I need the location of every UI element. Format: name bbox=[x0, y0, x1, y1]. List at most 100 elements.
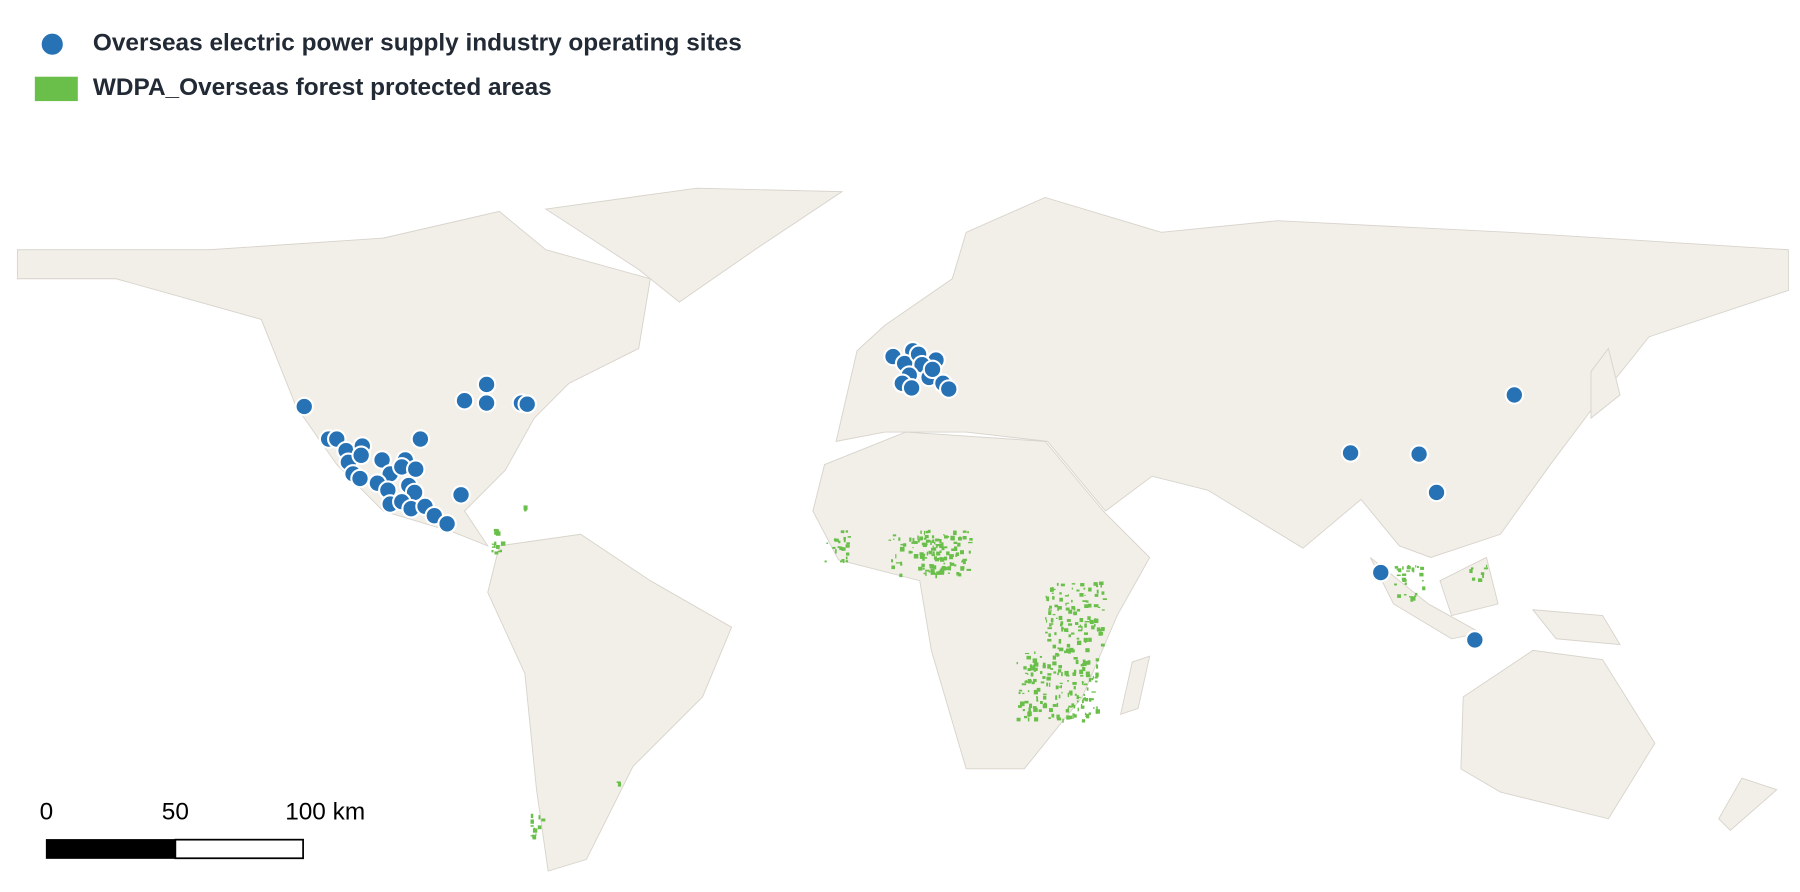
forest-patch bbox=[1066, 602, 1070, 604]
forest-patch bbox=[936, 551, 941, 556]
forest-patch bbox=[1095, 658, 1100, 662]
forest-patch bbox=[1084, 712, 1087, 716]
forest-patch bbox=[1071, 632, 1075, 635]
forest-patch bbox=[913, 554, 919, 559]
forest-patch bbox=[909, 537, 912, 542]
forest-patch bbox=[927, 539, 931, 543]
forest-patch bbox=[1073, 611, 1077, 616]
forest-patch bbox=[912, 547, 914, 549]
forest-patch bbox=[1053, 588, 1056, 591]
forest-patch bbox=[935, 544, 938, 548]
forest-patch bbox=[1047, 673, 1052, 676]
legend-label: WDPA_Overseas forest protected areas bbox=[93, 74, 552, 101]
forest-patch bbox=[1078, 629, 1083, 632]
forest-patch bbox=[1061, 691, 1063, 694]
forest-patch bbox=[1036, 697, 1039, 701]
forest-patch bbox=[1048, 717, 1051, 720]
forest-patch bbox=[1079, 593, 1084, 597]
forest-patch bbox=[1076, 589, 1080, 592]
forest-patch bbox=[847, 536, 851, 538]
forest-patch bbox=[1047, 664, 1051, 669]
forest-patch bbox=[1043, 695, 1047, 700]
scale-label: 50 bbox=[162, 798, 189, 825]
forest-patch bbox=[1052, 614, 1056, 616]
forest-patch bbox=[1071, 587, 1074, 590]
forest-patch bbox=[930, 568, 935, 571]
forest-patch bbox=[1065, 709, 1070, 713]
site-marker bbox=[294, 396, 315, 417]
forest-patch bbox=[1471, 577, 1476, 581]
forest-patch bbox=[495, 531, 501, 536]
forest-patch bbox=[1093, 582, 1098, 586]
forest-patch bbox=[1048, 708, 1053, 713]
forest-patch bbox=[1024, 700, 1029, 704]
forest-patch bbox=[1082, 663, 1087, 666]
forest-patch bbox=[1056, 654, 1058, 658]
forest-patch bbox=[1094, 676, 1098, 679]
new-guinea bbox=[1531, 609, 1621, 646]
forest-patch bbox=[1096, 589, 1099, 594]
forest-patch bbox=[1401, 577, 1406, 581]
forest-patch bbox=[1066, 619, 1071, 622]
forest-patch bbox=[617, 782, 622, 787]
forest-patch bbox=[1058, 639, 1062, 644]
forest-patch bbox=[1057, 606, 1062, 610]
forest-patch bbox=[1048, 624, 1052, 627]
forest-patch bbox=[1067, 692, 1070, 698]
forest-patch bbox=[932, 551, 935, 556]
forest-patch bbox=[1397, 594, 1401, 598]
forest-patch bbox=[1402, 566, 1404, 570]
forest-patch bbox=[1046, 596, 1050, 602]
forest-patch bbox=[1064, 670, 1069, 676]
forest-patch bbox=[1032, 706, 1037, 709]
forest-patch bbox=[839, 546, 843, 551]
forest-patch bbox=[1402, 573, 1407, 576]
forest-patch bbox=[928, 570, 931, 573]
forest-patch bbox=[832, 546, 836, 549]
forest-patch bbox=[946, 551, 950, 556]
sites-layer bbox=[294, 341, 1525, 650]
forest-patch bbox=[1025, 680, 1027, 682]
forest-patch bbox=[1052, 704, 1057, 707]
forest-patch bbox=[1076, 696, 1081, 698]
forest-patch bbox=[1052, 596, 1055, 600]
forest-patch bbox=[932, 545, 934, 548]
forest-patch bbox=[895, 554, 897, 559]
forest-patch bbox=[1411, 567, 1415, 572]
forest-patch bbox=[1085, 661, 1090, 665]
forest-patch bbox=[1017, 705, 1022, 708]
forest-patch bbox=[1096, 627, 1101, 632]
forest-patch bbox=[893, 538, 895, 540]
forest-patch bbox=[1071, 703, 1075, 708]
forest-patch bbox=[900, 561, 903, 565]
forest-patch bbox=[1022, 709, 1025, 712]
forest-patch bbox=[944, 535, 948, 539]
forest-patch bbox=[912, 537, 915, 543]
site-marker bbox=[350, 468, 370, 489]
forest-patch bbox=[1096, 584, 1099, 588]
forest-patch bbox=[931, 535, 935, 539]
site-marker bbox=[1426, 482, 1447, 503]
forest-patch bbox=[1087, 616, 1091, 620]
forest-patch bbox=[845, 560, 849, 563]
australia bbox=[1460, 649, 1656, 820]
forest-patch bbox=[1033, 707, 1038, 712]
forest-patch bbox=[899, 573, 903, 578]
forest-patch bbox=[1471, 567, 1474, 570]
forest-patch bbox=[919, 539, 922, 541]
forest-patch bbox=[1101, 627, 1105, 630]
forest-patch bbox=[1036, 700, 1039, 702]
forest-patch bbox=[1055, 652, 1059, 656]
forest-patch bbox=[1045, 631, 1048, 634]
forest-patch bbox=[1095, 680, 1098, 683]
site-marker bbox=[476, 393, 497, 413]
forest-patch bbox=[950, 554, 954, 557]
forest-patch bbox=[1024, 715, 1028, 719]
forest-patch bbox=[1068, 634, 1071, 638]
forest-patch bbox=[1084, 698, 1089, 701]
forest-patch bbox=[1047, 627, 1053, 630]
forest-patch bbox=[1046, 676, 1051, 681]
forest-patch bbox=[939, 550, 942, 553]
forest-patch bbox=[1084, 604, 1089, 608]
forest-patch bbox=[1076, 700, 1079, 703]
